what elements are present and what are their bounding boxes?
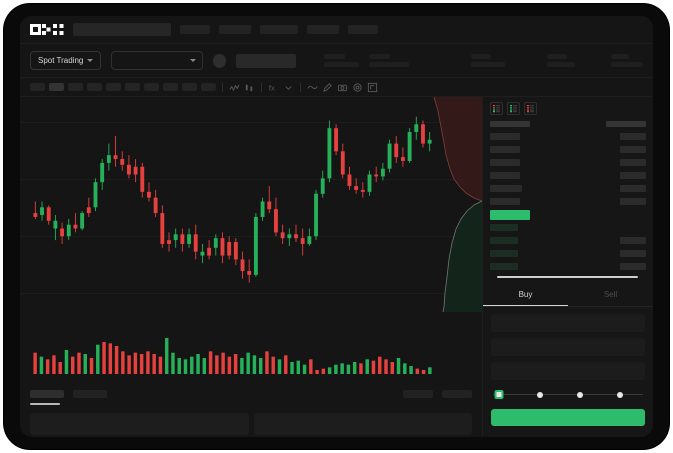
tf-4h[interactable] — [125, 83, 140, 91]
tf-more[interactable] — [201, 83, 216, 91]
orderbook-column: Buy Sell — [483, 97, 653, 437]
tf-30m[interactable] — [87, 83, 102, 91]
order-amount-slider[interactable] — [491, 389, 645, 401]
orderbook-ask-row[interactable] — [490, 157, 646, 168]
tf-1h[interactable] — [106, 83, 121, 91]
wave-icon[interactable] — [307, 82, 318, 93]
tf-5m[interactable] — [49, 83, 64, 91]
nav-item-markets[interactable] — [180, 25, 210, 34]
orderbook-ask-row[interactable] — [490, 183, 646, 194]
bottom-panel — [20, 382, 482, 437]
tab-sell[interactable]: Sell — [603, 290, 618, 299]
place-buy-order-button[interactable] — [491, 409, 645, 426]
top-navigation-bar — [20, 16, 653, 44]
chevron-down-icon — [190, 59, 197, 62]
coin-avatar — [213, 53, 226, 68]
nav-item-trade[interactable] — [219, 25, 251, 34]
orders-table — [30, 413, 472, 435]
tf-15m[interactable] — [68, 83, 83, 91]
order-form-tabs: Buy Sell — [483, 283, 653, 307]
stat-volume-24h — [611, 54, 643, 67]
chevron-down-icon — [87, 59, 94, 62]
nav-item-derivatives[interactable] — [260, 25, 298, 34]
device-bezel: Spot Trading — [4, 4, 669, 449]
trading-pair-select[interactable] — [111, 51, 204, 70]
volume-series — [33, 338, 432, 374]
active-tab-underline — [30, 403, 60, 405]
orderbook-scroll-indicator[interactable] — [497, 276, 638, 278]
orderbook-asks-icon[interactable] — [524, 102, 537, 115]
amount-field[interactable] — [491, 338, 645, 356]
bottom-tab-row — [30, 390, 472, 398]
camera-icon[interactable] — [337, 82, 348, 93]
orderbook-header — [490, 118, 646, 129]
orderbook-bid-row[interactable] — [490, 248, 646, 259]
market-header: Spot Trading — [20, 44, 653, 78]
spot-trading-dropdown[interactable]: Spot Trading — [30, 51, 102, 70]
candle-chart-icon[interactable] — [244, 82, 255, 93]
chart-column — [20, 97, 483, 437]
main-body: Buy Sell — [20, 97, 653, 437]
tf-1w[interactable] — [163, 83, 178, 91]
tf-1m[interactable] — [30, 83, 45, 91]
orderbook-ask-row[interactable] — [490, 144, 646, 155]
stat-change-24h — [369, 54, 409, 67]
volume-chart — [20, 312, 482, 382]
slider-stop-75[interactable] — [617, 391, 624, 398]
pair-name-placeholder — [235, 53, 296, 68]
orderbook-bid-row[interactable] — [490, 261, 646, 272]
nav-item-more[interactable] — [348, 25, 378, 34]
orderbook-bids-icon[interactable] — [507, 102, 520, 115]
action-cancel-all[interactable] — [442, 390, 472, 398]
indicator-icon[interactable]: fx — [268, 82, 279, 93]
orderbook-bid-row[interactable] — [490, 222, 646, 233]
tab-open-orders[interactable] — [30, 390, 64, 398]
toolbar-divider — [222, 82, 223, 92]
orderbook-ask-row[interactable] — [490, 170, 646, 181]
orderbook-bid-row[interactable] — [490, 235, 646, 246]
pane-orders-right[interactable] — [253, 413, 472, 435]
price-chart[interactable] — [20, 97, 482, 312]
tf-1mo[interactable] — [182, 83, 197, 91]
spot-trading-label: Spot Trading — [38, 56, 84, 65]
orderbook-spread-price — [490, 209, 646, 220]
depth-chart-overlay — [433, 97, 482, 312]
slider-stop-50[interactable] — [577, 391, 584, 398]
line-chart-icon[interactable] — [229, 82, 240, 93]
chevron-down-icon[interactable] — [283, 82, 294, 93]
total-field[interactable] — [491, 362, 645, 380]
settings-gear-icon[interactable] — [352, 82, 363, 93]
pane-orders-left[interactable] — [30, 413, 249, 435]
action-hide-other-pairs[interactable] — [403, 390, 433, 398]
svg-text:fx: fx — [269, 83, 275, 92]
app-screen: Spot Trading — [20, 16, 653, 437]
stat-high-24h — [471, 54, 505, 67]
toolbar-divider — [261, 82, 262, 92]
orderbook-ask-row[interactable] — [490, 196, 646, 207]
tab-order-history[interactable] — [73, 390, 107, 398]
stat-last-price — [324, 54, 359, 67]
slider-stop-25[interactable] — [537, 391, 544, 398]
chart-toolbar: fx — [20, 78, 653, 97]
nav-item-earn[interactable] — [307, 25, 339, 34]
search-input[interactable] — [73, 23, 171, 36]
okx-logo-icon[interactable] — [30, 24, 64, 35]
stat-low-24h — [547, 54, 575, 67]
order-form-fields — [483, 307, 653, 380]
orderbook-both-icon[interactable] — [490, 102, 503, 115]
orderbook-list[interactable] — [483, 118, 653, 278]
pencil-icon[interactable] — [322, 82, 333, 93]
tab-buy[interactable]: Buy — [483, 283, 568, 306]
fullscreen-icon[interactable] — [367, 82, 378, 93]
price-field[interactable] — [491, 314, 645, 332]
toolbar-divider — [300, 82, 301, 92]
candlestick-series — [33, 116, 432, 283]
orderbook-view-toggles — [483, 97, 653, 118]
tf-1d[interactable] — [144, 83, 159, 91]
slider-knob[interactable] — [494, 390, 504, 399]
slider-track — [493, 394, 643, 395]
orderbook-ask-row[interactable] — [490, 131, 646, 142]
